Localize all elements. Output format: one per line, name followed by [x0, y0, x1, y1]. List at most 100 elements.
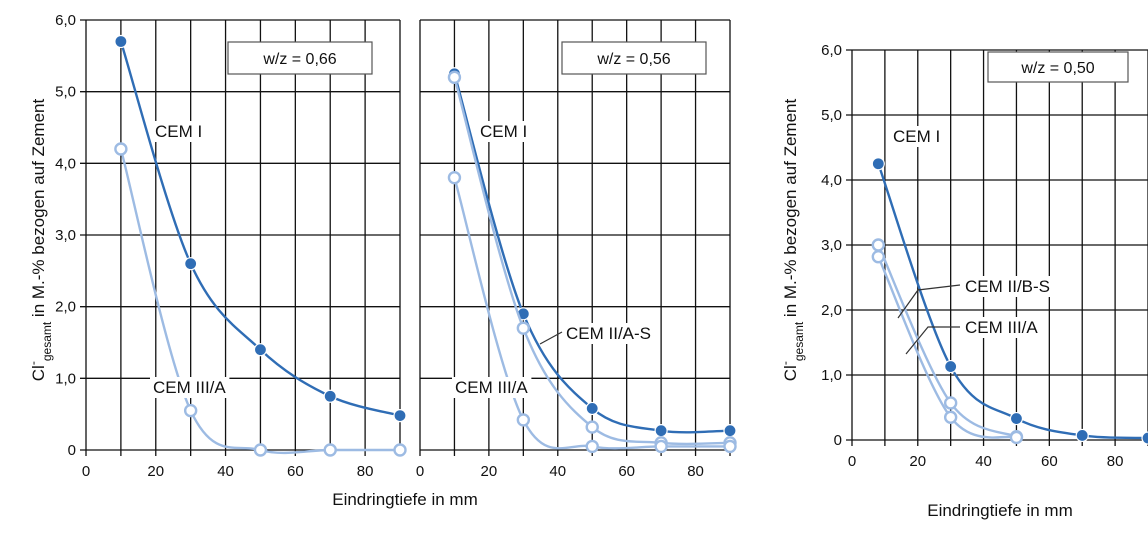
y-tick-label: 3,0	[55, 227, 76, 244]
x-axis-title-right: Eindringtiefe in mm	[927, 501, 1073, 520]
x-tick-label: 60	[287, 463, 304, 480]
series-label-bg	[150, 377, 230, 398]
data-point-filled	[944, 359, 958, 374]
x-tick-label: 40	[549, 463, 566, 480]
label-leader-line	[905, 326, 960, 355]
data-point-filled	[393, 409, 407, 423]
x-tick-label: 0	[848, 453, 856, 470]
data-point-open	[447, 70, 462, 85]
x-axis-title-left: Eindringtiefe in mm	[332, 490, 478, 509]
series-label: CEM II/B-S	[965, 277, 1050, 296]
data-point-open	[323, 443, 337, 457]
x-tick-label: 60	[618, 463, 635, 480]
data-point-open	[943, 410, 958, 424]
series-label-bg	[962, 276, 1054, 297]
data-point-open	[943, 396, 958, 410]
y-axis-title-left: Cl-gesamt in M.-% bezogen auf Zement	[26, 99, 54, 382]
data-point-filled	[184, 257, 198, 271]
series-line	[453, 77, 731, 446]
series-label-bg	[452, 377, 532, 398]
data-point-open	[585, 420, 599, 434]
series-line	[119, 41, 401, 417]
x-tick-label: 20	[147, 463, 164, 480]
x-tick-label: 60	[1041, 453, 1058, 470]
data-point-open	[871, 238, 886, 252]
data-point-filled	[654, 424, 668, 438]
series-label: CEM II/A-S	[566, 324, 651, 343]
series-label: CEM III/A	[153, 378, 226, 397]
series-line	[453, 177, 730, 450]
x-tick-label: 80	[1107, 453, 1124, 470]
y-tick-label: 3,0	[821, 237, 842, 254]
series-line	[877, 256, 1017, 439]
y-tick-label: 2,0	[55, 299, 76, 316]
wz-box-label: w/z = 0,66	[262, 51, 336, 68]
wz-box-label: w/z = 0,56	[596, 51, 670, 68]
data-point-open	[1009, 430, 1024, 445]
y-tick-label: 2,0	[821, 302, 842, 319]
data-point-filled	[871, 157, 885, 171]
series-label: CEM I	[480, 122, 527, 141]
series-label-bg	[962, 317, 1042, 338]
wz-box	[987, 51, 1129, 83]
data-point-open	[114, 142, 128, 156]
data-point-open	[393, 443, 407, 457]
wz-box	[227, 41, 373, 75]
series-line	[453, 73, 731, 434]
data-point-open	[585, 439, 599, 454]
data-point-open	[183, 403, 198, 418]
y-tick-label: 6,0	[821, 42, 842, 59]
data-point-open	[723, 439, 737, 454]
data-point-filled	[1009, 411, 1024, 426]
y-tick-label: 4,0	[55, 155, 76, 172]
data-point-filled	[723, 424, 737, 438]
data-point-open	[447, 170, 462, 185]
y-tick-label: 1,0	[55, 370, 76, 387]
series-label: CEM I	[155, 122, 202, 141]
data-point-filled	[585, 401, 599, 416]
data-point-filled	[323, 389, 337, 403]
chart-panel-3: 0 20 40 60 80 0 1,0 2,0 3,0 4,0 5,0 6,0 CEM I CEM II/…	[821, 42, 1148, 470]
chart-panel-2: 0 20 40 60 80 CEM I CEM II/A-S CEM III/A w/z = 0…	[416, 19, 737, 480]
data-point-open	[654, 439, 668, 454]
data-point-open	[516, 413, 531, 427]
x-tick-label: 80	[687, 463, 704, 480]
series-label: CEM III/A	[455, 378, 528, 397]
chart-panel-1: 0 20 40 60 80 0 1,0 2,0 3,0 4,0 5,0 6,0 CEM I CEM III…	[55, 12, 407, 480]
data-point-filled	[114, 34, 128, 49]
series-label: CEM III/A	[965, 318, 1038, 337]
label-leader-line	[897, 284, 961, 319]
data-point-filled	[253, 343, 268, 357]
x-tick-label: 20	[481, 463, 498, 480]
series-line	[877, 163, 1148, 440]
data-point-open	[871, 250, 886, 264]
x-tick-label: 0	[416, 463, 424, 480]
y-tick-label: 0	[834, 432, 842, 449]
x-tick-label: 40	[975, 453, 992, 470]
series-label-bg	[477, 121, 531, 142]
data-point-filled	[1075, 428, 1089, 443]
x-tick-label: 0	[82, 463, 90, 480]
series-label-bg	[563, 323, 655, 344]
y-tick-label: 4,0	[821, 172, 842, 189]
x-tick-label: 80	[357, 463, 374, 480]
wz-box-label: w/z = 0,50	[1020, 60, 1094, 77]
y-tick-label: 1,0	[821, 367, 842, 384]
y-tick-label: 6,0	[55, 12, 76, 29]
series-label-bg	[152, 121, 206, 142]
y-tick-label: 5,0	[55, 84, 76, 101]
series-line	[119, 148, 400, 455]
wz-box	[561, 41, 707, 75]
data-point-filled	[1141, 431, 1148, 445]
y-tick-label: 5,0	[821, 107, 842, 124]
x-tick-label: 20	[909, 453, 926, 470]
series-label: CEM I	[893, 127, 940, 146]
y-tick-label: 0	[68, 442, 76, 459]
x-tick-label: 40	[217, 463, 234, 480]
data-point-open	[253, 443, 268, 457]
series-label-bg	[890, 126, 944, 147]
series-line	[877, 244, 1017, 438]
y-axis-title-right: Cl-gesamt in M.-% bezogen auf Zement	[778, 99, 806, 382]
data-point-open	[516, 321, 531, 335]
